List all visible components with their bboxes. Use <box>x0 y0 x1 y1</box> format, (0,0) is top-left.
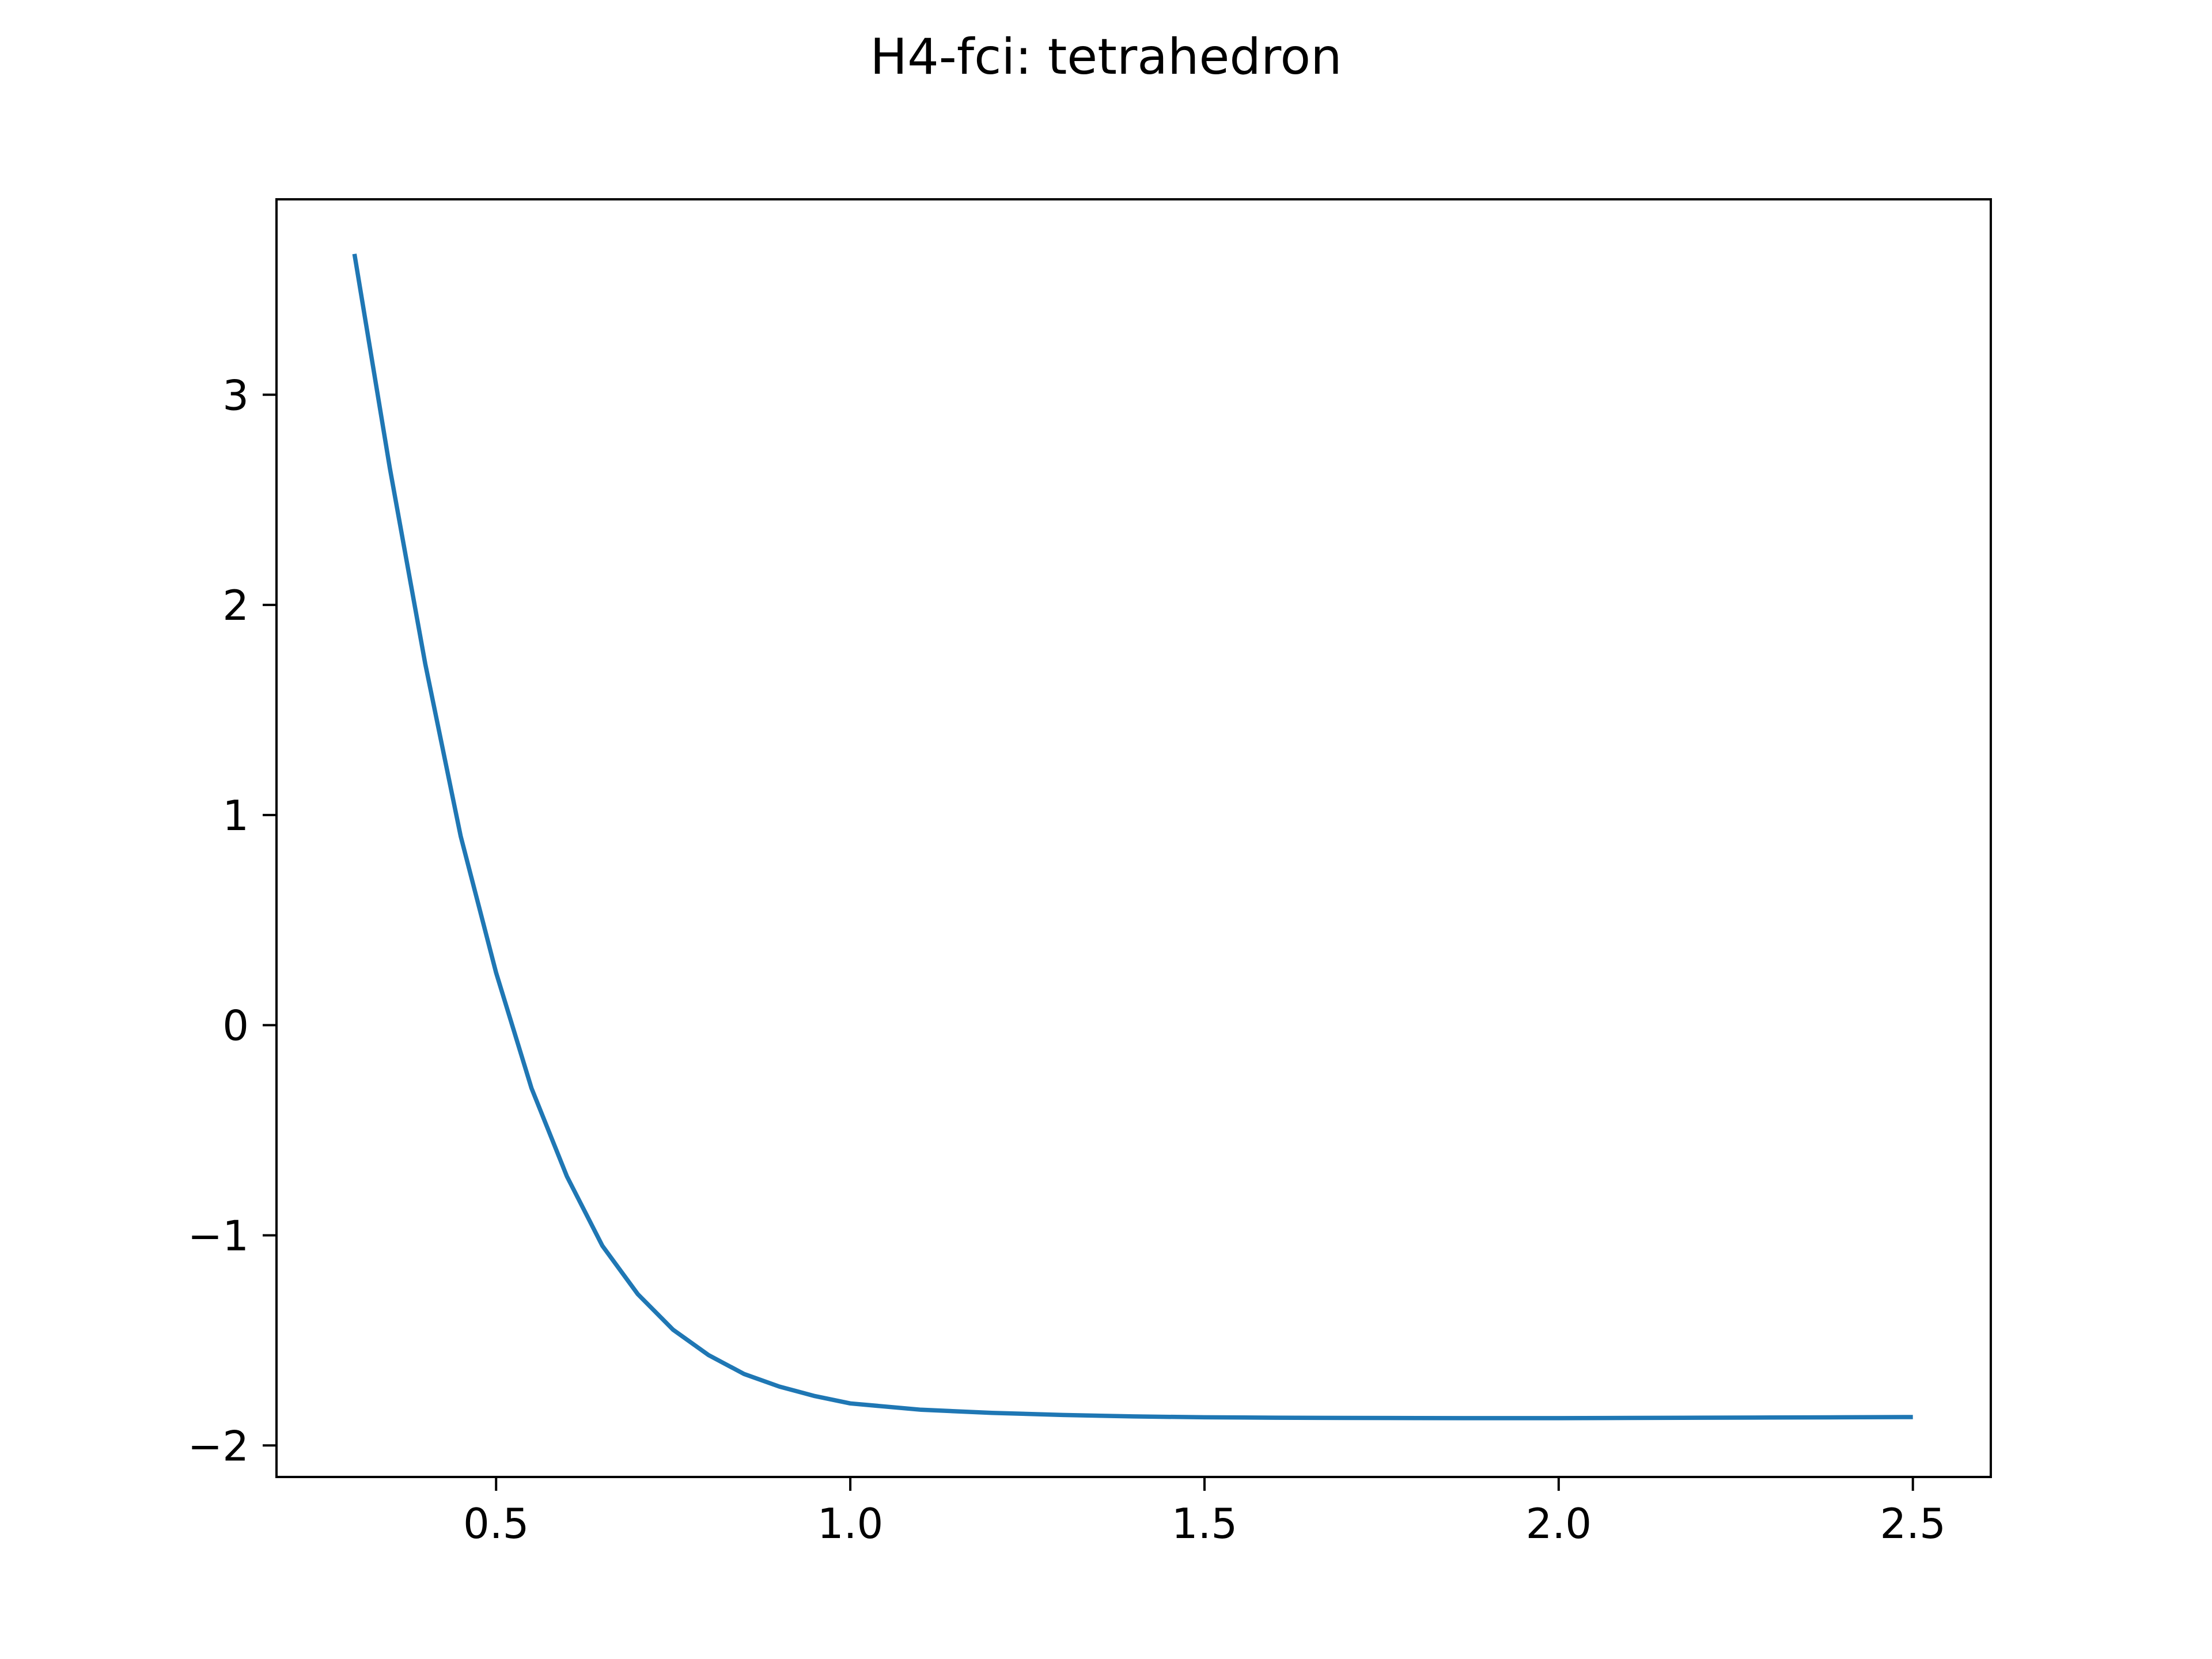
x-tick-label: 2.0 <box>1526 1499 1592 1548</box>
y-tick-label: −2 <box>188 1422 249 1470</box>
y-tick-label: 0 <box>222 1002 249 1050</box>
axes-frame <box>275 198 1992 1478</box>
x-tick-label: 1.5 <box>1172 1499 1238 1548</box>
y-tick-label: 1 <box>222 791 249 840</box>
y-tick-label: −1 <box>188 1211 249 1260</box>
y-tick-label: 3 <box>222 371 249 419</box>
x-tick-label: 2.5 <box>1880 1499 1946 1548</box>
y-tick-label: 2 <box>222 581 249 630</box>
x-tick-label: 1.0 <box>817 1499 884 1548</box>
x-axis: 0.5 1.0 1.5 2.0 2.5 <box>463 1477 1946 1548</box>
x-tick-label: 0.5 <box>463 1499 529 1548</box>
y-axis: −2 −1 0 1 2 3 <box>188 371 276 1470</box>
chart-title: H4-fci: tetrahedron <box>870 28 1342 86</box>
series-line-0 <box>352 253 1913 1421</box>
plot-area <box>352 253 1913 1421</box>
